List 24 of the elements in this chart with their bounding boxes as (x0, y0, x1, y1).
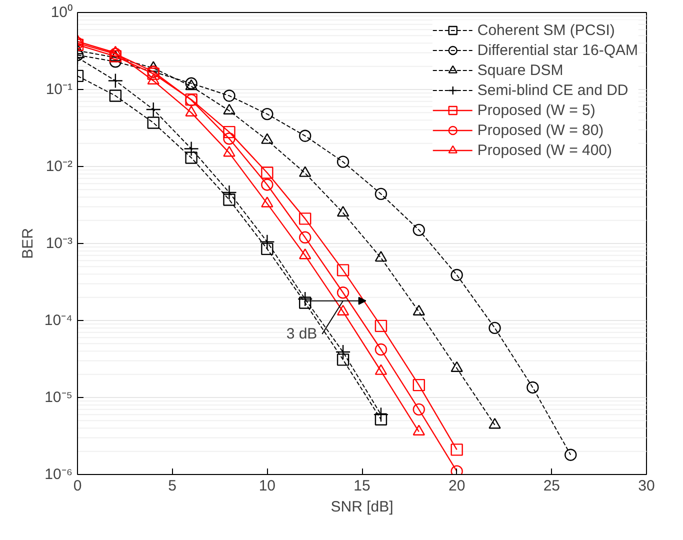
x-tick-label: 10 (258, 478, 276, 494)
x-tick-label: 15 (354, 478, 370, 494)
x-tick-label: 30 (638, 478, 655, 494)
y-axis-title: BER (19, 228, 36, 259)
legend-label: Semi-blind CE and DD (477, 82, 628, 98)
x-tick-label: 5 (168, 478, 177, 494)
legend-label: Proposed (W = 400) (477, 142, 612, 158)
y-tick-label: 10⁻³ (46, 235, 73, 252)
y-tick-label: 10⁻⁶ (44, 466, 72, 483)
y-tick-label: 10⁻⁵ (44, 389, 73, 406)
legend-label: Coherent SM (PCSI) (477, 22, 615, 38)
annotation: 3 dB (286, 326, 318, 343)
x-tick-label: 20 (448, 478, 466, 494)
y-tick-label: 10⁻¹ (46, 81, 73, 98)
x-tick-label: 0 (73, 478, 82, 494)
legend-label: Square DSM (477, 62, 564, 78)
y-tick-label: 10⁻² (46, 158, 73, 175)
legend-label: Differential star 16-QAM (477, 42, 638, 58)
y-tick-label: 10⁻⁴ (44, 312, 73, 329)
x-axis-title: SNR [dB] (330, 498, 394, 516)
legend-label: Proposed (W = 80) (477, 122, 604, 138)
legend-label: Proposed (W = 5) (477, 102, 596, 118)
x-tick-label: 25 (543, 478, 560, 494)
y-tick-label: 10⁰ (50, 4, 73, 21)
